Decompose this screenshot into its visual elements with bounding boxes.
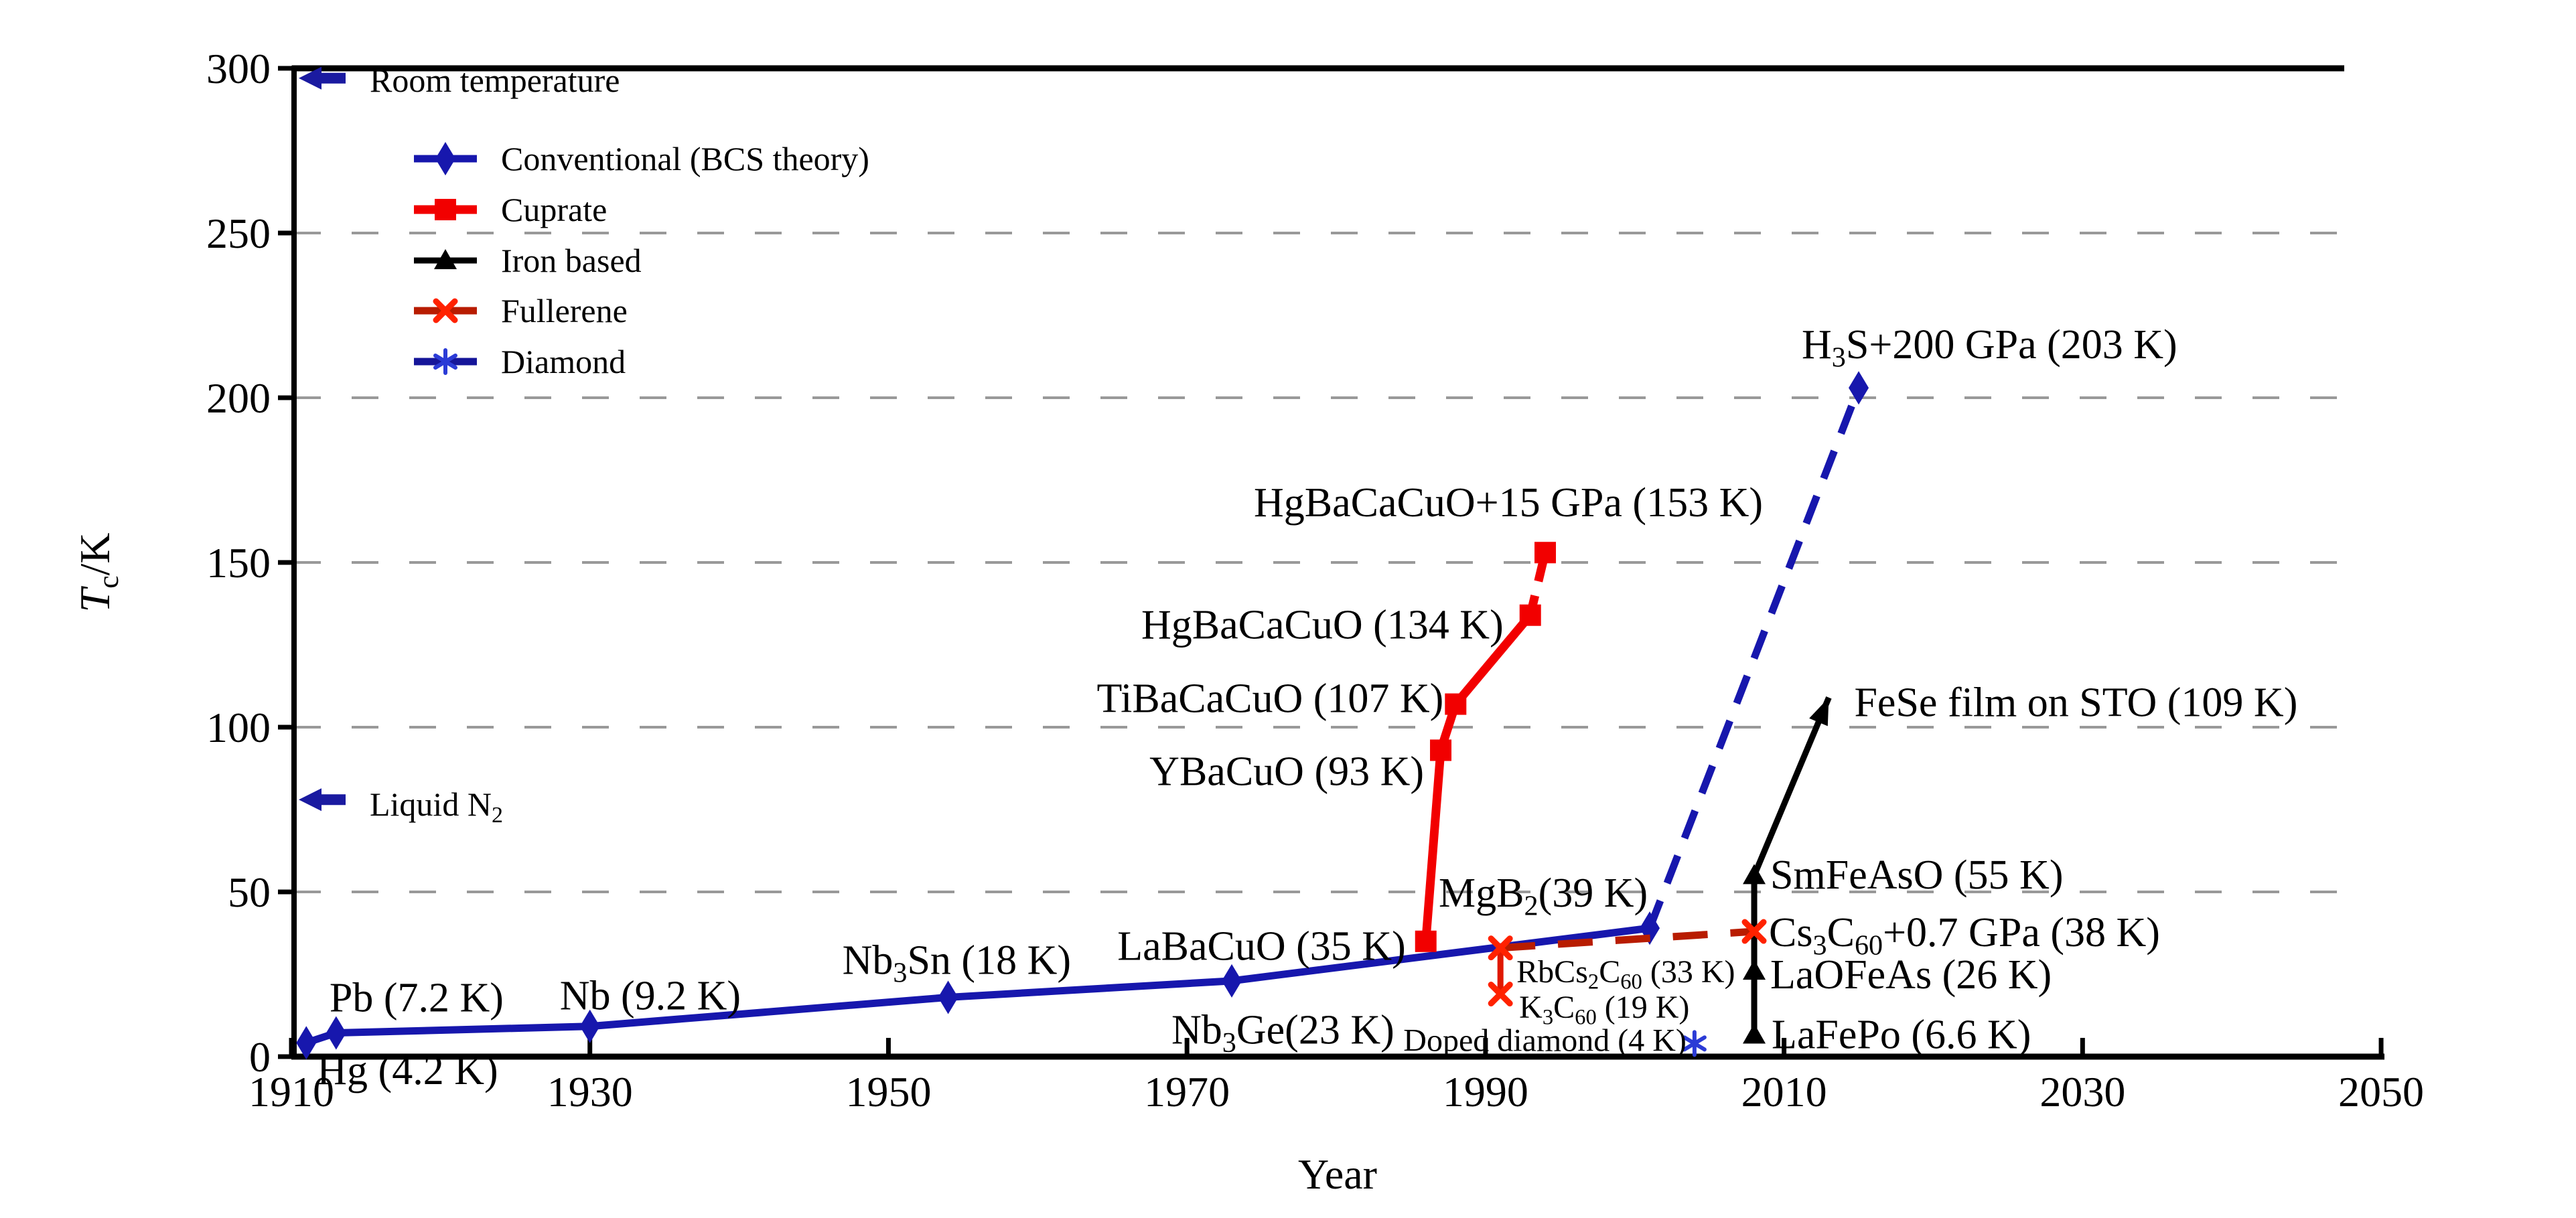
y-tick-label-150: 150 xyxy=(206,539,271,587)
series-conventional-marker-6-diamond-icon xyxy=(1849,371,1869,405)
series-iron-marker-1-triangle-icon xyxy=(1743,960,1766,980)
room-temperature-label: Room temperature xyxy=(370,62,620,99)
x-tick-label-1910: 1910 xyxy=(248,1068,334,1116)
legend: Conventional (BCS theory) Cuprate Iron bas… xyxy=(414,140,869,380)
series-fullerene-segment-1 xyxy=(1500,927,1755,952)
annotation-rbcs2c60: RbCs2C60 (33 K) xyxy=(1516,954,1735,994)
room-temperature-left-arrow-icon xyxy=(299,66,346,90)
series-iron-marker-0-triangle-icon xyxy=(1743,1023,1766,1044)
series-iron-arrowhead xyxy=(1809,697,1829,727)
x-tick-label-1990: 1990 xyxy=(1443,1068,1528,1116)
series-conventional-segment-1 xyxy=(1646,386,1863,930)
annotation-doped-diamond: Doped diamond (4 K) xyxy=(1403,1023,1687,1059)
series-fullerene-marker-2-x-icon xyxy=(1741,919,1767,944)
annotation-ybacuo: YBaCuO (93 K) xyxy=(1149,749,1424,794)
legend-marker-cuprate-square-icon xyxy=(435,199,456,220)
series-fullerene-marker-1-x-icon xyxy=(1488,935,1513,961)
annotation-tibacacuo: TiBaCaCuO (107 K) xyxy=(1096,676,1443,721)
annotation-k3c60: K3C60 (19 K) xyxy=(1519,990,1689,1030)
liquid-n2-left-arrow-icon xyxy=(299,788,346,812)
series-cuprate xyxy=(1415,542,1557,952)
annotation-hgbacacuo: HgBaCaCuO (134 K) xyxy=(1141,603,1504,648)
annotation-hgbacacuo-p: HgBaCaCuO+15 GPa (153 K) xyxy=(1254,480,1763,526)
series-cuprate-segment-0 xyxy=(1421,612,1534,942)
y-tick-label-0: 0 xyxy=(249,1033,271,1081)
series-cuprate-marker-3-square-icon xyxy=(1519,604,1541,626)
legend-item-cuprate: Cuprate xyxy=(414,191,607,228)
legend-label-conventional: Conventional (BCS theory) xyxy=(501,140,869,177)
series-diamond-marker-0-asterisk-icon xyxy=(1682,1035,1707,1052)
legend-item-diamond: Diamond xyxy=(414,343,626,380)
legend-item-conventional: Conventional (BCS theory) xyxy=(414,140,869,177)
series-conventional-marker-1-diamond-icon xyxy=(326,1016,346,1050)
series-fullerene xyxy=(1488,919,1767,1007)
annotation-hg: Hg (4.2 K) xyxy=(317,1048,498,1093)
annotation-smfeaso: SmFeAsO (55 K) xyxy=(1770,852,2063,898)
series-cuprate-marker-1-square-icon xyxy=(1430,739,1452,761)
series-iron-segment-1 xyxy=(1751,696,1832,877)
annotation-h3s: H3S+200 GPa (203 K) xyxy=(1802,322,2177,373)
series-conventional-marker-2-diamond-icon xyxy=(579,1009,600,1043)
y-axis-title: Tc/K xyxy=(71,533,125,613)
annotation-cs3c60: Cs3C60+0.7 GPa (38 K) xyxy=(1769,910,2160,961)
liquid-n2-label: Liquid N2 xyxy=(370,785,503,828)
series-conventional-marker-4-diamond-icon xyxy=(1222,964,1242,998)
y-tick-label-300: 300 xyxy=(206,45,271,92)
annotation-pb: Pb (7.2 K) xyxy=(330,975,504,1020)
series-cuprate-marker-0-square-icon xyxy=(1415,930,1437,952)
annotation-nb3sn: Nb3Sn (18 K) xyxy=(843,937,1071,988)
series-iron-marker-2-triangle-icon xyxy=(1743,864,1766,885)
annotation-labacuo: LaBaCuO (35 K) xyxy=(1117,924,1405,970)
series-cuprate-marker-2-square-icon xyxy=(1445,693,1467,715)
y-tick-label-100: 100 xyxy=(206,704,271,751)
annotation-laofeas: LaOFeAs (26 K) xyxy=(1770,952,2052,998)
x-tick-label-2030: 2030 xyxy=(2040,1068,2125,1116)
x-tick-label-2010: 2010 xyxy=(1741,1068,1827,1116)
annotation-lafepo: LaFePo (6.6 K) xyxy=(1772,1012,2031,1057)
series-conventional xyxy=(296,371,1869,1060)
legend-marker-fullerene-x-icon xyxy=(433,298,458,323)
annotation-fese: FeSe film on STO (109 K) xyxy=(1854,680,2297,726)
annotation-mgb2: MgB2(39 K) xyxy=(1439,870,1648,921)
series-conventional-marker-3-diamond-icon xyxy=(938,980,958,1014)
x-tick-label-2050: 2050 xyxy=(2338,1068,2424,1116)
legend-label-iron: Iron based xyxy=(501,242,642,279)
legend-label-fullerene: Fullerene xyxy=(501,292,628,329)
series-cuprate-marker-4-square-icon xyxy=(1534,542,1557,564)
series-conventional-marker-0-diamond-icon xyxy=(296,1026,317,1060)
x-tick-label-1950: 1950 xyxy=(845,1068,931,1116)
y-tick-label-200: 200 xyxy=(206,374,271,422)
legend-marker-conventional-diamond-icon xyxy=(435,142,455,175)
legend-label-cuprate: Cuprate xyxy=(501,191,607,228)
legend-marker-iron-triangle-icon xyxy=(434,249,457,269)
series-fullerene-marker-0-x-icon xyxy=(1488,982,1513,1007)
series-iron xyxy=(1743,696,1832,1044)
y-tick-label-50: 50 xyxy=(228,868,271,916)
x-axis-title: Year xyxy=(1298,1150,1377,1198)
legend-item-iron: Iron based xyxy=(414,242,642,279)
legend-label-diamond: Diamond xyxy=(501,343,626,380)
legend-item-fullerene: Fullerene xyxy=(414,292,628,329)
legend-marker-diamond-asterisk-icon xyxy=(433,354,457,370)
annotation-nb: Nb (9.2 K) xyxy=(560,974,741,1019)
x-tick-label-1970: 1970 xyxy=(1144,1068,1230,1116)
series-diamond xyxy=(1682,1030,1707,1057)
y-tick-label-250: 250 xyxy=(206,210,271,257)
x-tick-label-1930: 1930 xyxy=(547,1068,633,1116)
annotation-nb3ge: Nb3Ge(23 K) xyxy=(1171,1008,1394,1059)
